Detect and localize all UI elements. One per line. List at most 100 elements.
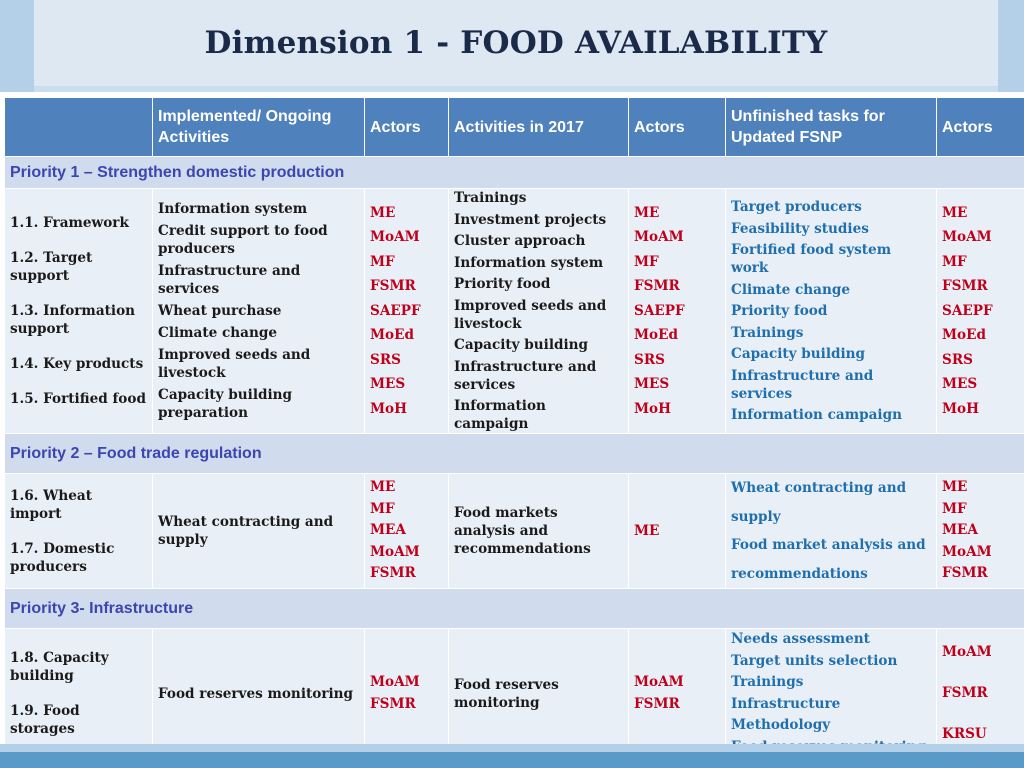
actor-item: FSMR xyxy=(634,278,680,295)
header-actors: Actors xyxy=(364,97,449,157)
actor-item: MoH xyxy=(634,400,671,417)
actor-item: SRS xyxy=(370,351,401,368)
priority-label: Priority 1 – Strengthen domestic product… xyxy=(4,156,1024,189)
table-row: 1.8. Capacity building 1.9. Food storages… xyxy=(4,628,1024,759)
dimension-item: 1.8. Capacity building xyxy=(10,650,109,684)
decorative-strip-right xyxy=(998,0,1024,92)
activities-2017-cell: Food markets analysis and recommendation… xyxy=(448,473,629,589)
implemented-cell: Wheat contracting and supply xyxy=(152,473,365,589)
actor-item: MoAM xyxy=(370,674,420,690)
dimension-item: 1.5. Fortified food xyxy=(10,391,146,407)
dimension-item: 1.4. Key products xyxy=(10,356,144,372)
actor-item: FSMR xyxy=(370,695,416,712)
actor-item: MoAM xyxy=(942,543,992,560)
task-item: Trainings xyxy=(731,324,804,341)
actor-item: ME xyxy=(942,204,968,221)
actor-item: MF xyxy=(370,500,395,517)
actor-item: MEA xyxy=(370,522,406,539)
actor-item: ME xyxy=(942,479,968,496)
actor-item: MoEd xyxy=(942,327,986,344)
actor-item: ME xyxy=(634,204,660,221)
actor-item: SAEPF xyxy=(370,302,421,319)
actor-item: MEA xyxy=(942,522,978,539)
priority-row: Priority 1 – Strengthen domestic product… xyxy=(4,156,1024,189)
activities-2017-cell: Food reserves monitoring xyxy=(448,628,629,759)
priority-label: Priority 3- Infrastructure xyxy=(4,588,1024,629)
actors-cell: ME MF MEA MoAM FSMR xyxy=(936,473,1024,589)
list-item: Trainings xyxy=(454,190,527,206)
task-item: supply xyxy=(731,508,781,525)
actor-item: MoAM xyxy=(370,229,420,246)
actor-item: MoH xyxy=(942,400,979,417)
dimension-cell: 1.1. Framework 1.2. Target support 1.3. In… xyxy=(4,188,153,434)
task-item: Wheat contracting and xyxy=(731,480,907,496)
task-item: Infrastructure and services xyxy=(731,367,874,402)
actor-item: SAEPF xyxy=(942,302,993,319)
priority-row: Priority 2 – Food trade regulation xyxy=(4,433,1024,474)
actor-item: MES xyxy=(634,376,670,393)
actor-item: MoH xyxy=(370,400,407,417)
list-item: Credit support to food producers xyxy=(158,223,328,257)
list-item: Food reserves monitoring xyxy=(454,676,559,711)
task-item: Capacity building xyxy=(731,346,866,362)
actors-cell: MoAM FSMR KRSU xyxy=(936,628,1024,759)
actor-item: KRSU xyxy=(942,726,987,742)
list-item: Information campaign xyxy=(454,398,546,432)
actor-item: FSMR xyxy=(942,685,988,701)
actor-item: MoAM xyxy=(634,674,684,690)
task-item: Priority food xyxy=(731,303,828,319)
priority-row: Priority 3- Infrastructure xyxy=(4,588,1024,629)
task-item: Fortified food system work xyxy=(731,242,892,276)
actor-item: MF xyxy=(370,253,395,270)
actor-item: FSMR xyxy=(942,565,988,582)
actor-item: MES xyxy=(370,376,406,393)
dimension-item: 1.3. Information support xyxy=(10,303,136,337)
list-item: Food reserves monitoring xyxy=(158,685,354,702)
actor-item: MF xyxy=(942,253,967,270)
list-item: Wheat purchase xyxy=(158,303,282,319)
task-item: Target units selection xyxy=(731,652,898,669)
dimension-item: 1.9. Food storages xyxy=(10,703,80,737)
dimension-item: 1.7. Domestic producers xyxy=(10,540,115,575)
page-title: Dimension 1 - FOOD AVAILABILITY xyxy=(204,25,828,61)
list-item: Climate change xyxy=(158,325,278,341)
actor-item: MF xyxy=(634,253,659,270)
task-item: recommendations xyxy=(731,565,868,582)
actor-item: MoEd xyxy=(634,327,678,344)
task-item: Infrastructure xyxy=(731,695,841,712)
actor-item: FSMR xyxy=(370,565,416,582)
list-item: Information system xyxy=(158,201,308,217)
actors-cell: MoAM FSMR xyxy=(364,628,449,759)
actors-cell: ME MoAM MF FSMR SAEPF MoEd SRS MES MoH xyxy=(628,188,726,434)
bottom-bar-highlight xyxy=(0,744,1024,752)
list-item: Infrastructure and services xyxy=(454,358,597,393)
unfinished-tasks-cell: Wheat contracting and supply Food market a… xyxy=(725,473,937,589)
actor-item: MoEd xyxy=(370,327,414,344)
actors-cell: ME MoAM MF FSMR SAEPF MoEd SRS MES MoH xyxy=(364,188,449,434)
list-item: Information system xyxy=(454,254,604,271)
decorative-strip-left xyxy=(0,0,34,92)
dimension-cell: 1.6. Wheat import 1.7. Domestic producers xyxy=(4,473,153,589)
actor-item: MoAM xyxy=(942,644,992,660)
unfinished-tasks-cell: Target producers Feasibility studies Forti… xyxy=(725,188,937,434)
actor-item: SRS xyxy=(942,351,973,368)
actor-item: ME xyxy=(634,523,660,539)
dimension-item: 1.1. Framework xyxy=(10,215,129,231)
actor-item: FSMR xyxy=(942,278,988,295)
actor-item: MoAM xyxy=(370,543,420,560)
list-item: Improved seeds and livestock xyxy=(454,297,607,332)
table-row: 1.6. Wheat import 1.7. Domestic producers… xyxy=(4,473,1024,589)
table-row: 1.1. Framework 1.2. Target support 1.3. In… xyxy=(4,188,1024,434)
actor-item: ME xyxy=(370,204,396,221)
dimension-item: 1.2. Target support xyxy=(10,250,93,284)
activities-2017-cell: Trainings Investment projects Cluster appr… xyxy=(448,188,629,434)
header-cell-empty xyxy=(4,97,153,157)
task-item: Target producers xyxy=(731,199,862,215)
task-item: Food market analysis and xyxy=(731,537,926,553)
list-item: Cluster approach xyxy=(454,233,586,249)
unfinished-tasks-cell: Needs assessment Target units selection Tr… xyxy=(725,628,937,759)
title-box: Dimension 1 - FOOD AVAILABILITY xyxy=(34,0,998,86)
header-actors: Actors xyxy=(628,97,726,157)
actor-item: MoAM xyxy=(942,229,992,246)
food-availability-table: Implemented/ Ongoing Activities Actors A… xyxy=(4,97,1024,759)
